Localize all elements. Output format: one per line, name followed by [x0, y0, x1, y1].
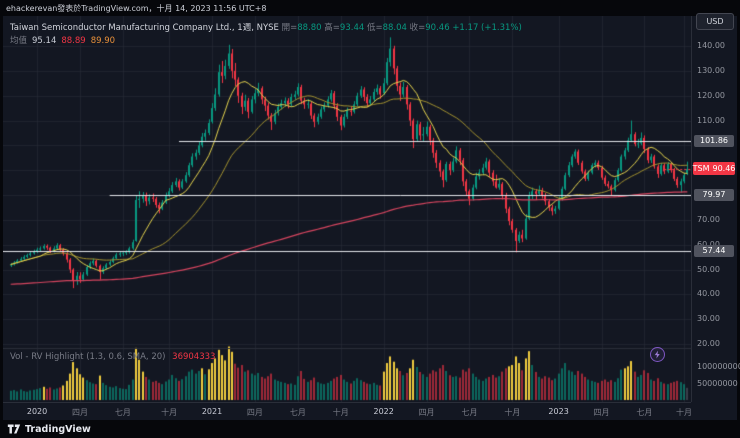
time-tick: 四月 [246, 408, 263, 417]
time-tick: 十月 [676, 408, 693, 417]
last-price-label: TSM 90.46 [692, 162, 736, 176]
ma-value: 88.89 [61, 36, 86, 46]
volume-tick: 100000000 [697, 362, 740, 371]
change-value: +1.17 (+1.31%) [452, 23, 522, 33]
ohlc-value: 88.04 [382, 23, 410, 33]
time-tick: 十月 [332, 408, 349, 417]
attribution-text: ehackerevan發表於TradingView.com，十月 14, 202… [6, 3, 267, 13]
price-tick: 140.00 [697, 41, 725, 51]
ma-legend: 均值 95.14 88.89 89.90 [10, 34, 115, 46]
floating-action-button[interactable] [650, 347, 665, 362]
price-chart-canvas[interactable] [3, 16, 691, 402]
footer-bar: TradingView [0, 420, 740, 438]
ma-value: 89.90 [90, 36, 116, 46]
price-tick: 120.00 [697, 90, 725, 100]
ohlc-value: 90.46 [425, 23, 453, 33]
ohlc-label: 收= [409, 23, 426, 33]
attribution-bar: ehackerevan發表於TradingView.com，十月 14, 202… [0, 0, 740, 16]
ohlc-value: 93.44 [339, 23, 367, 33]
ma-values: 95.14 88.89 89.90 [27, 36, 115, 46]
volume-value: 36904333 [172, 352, 216, 362]
level-price-label: 57.44 [694, 245, 734, 258]
time-axis[interactable]: 2020 四月 七月 十月 2021 四月 七月 十月 2022 四月 七月 十月 2023 四月 七月 十月 [3, 402, 693, 420]
ma-value: 95.14 [32, 36, 57, 46]
time-tick: 十月 [504, 408, 521, 417]
level-price-label: 79.97 [694, 189, 734, 202]
time-tick: 十月 [161, 408, 178, 417]
level-price-label: 101.86 [694, 134, 734, 147]
price-axis[interactable]: TSM 90.46 140.00130.00120.00110.00100.00… [691, 16, 740, 402]
tradingview-logo[interactable] [7, 423, 21, 435]
volume-tick: 50000000 [697, 378, 738, 388]
currency-button[interactable]: USD [696, 13, 734, 30]
price-tick: 30.00 [697, 314, 720, 324]
price-tick: 20.00 [697, 339, 720, 348]
price-tick: 130.00 [697, 65, 725, 75]
time-tick: 七月 [114, 408, 131, 417]
last-price-value: 90.46 [712, 164, 736, 174]
tradingview-wordmark[interactable]: TradingView [25, 423, 91, 435]
chart-panel: Taiwan Semiconductor Manufacturing Compa… [3, 16, 740, 420]
price-tick: 110.00 [697, 115, 725, 125]
symbol-title[interactable]: Taiwan Semiconductor Manufacturing Compa… [10, 23, 279, 33]
chart-legend: Taiwan Semiconductor Manufacturing Compa… [10, 21, 522, 33]
time-tick: 2020 [26, 407, 48, 416]
time-tick: 四月 [71, 408, 88, 417]
time-tick: 七月 [636, 408, 653, 417]
price-tick: 50.00 [697, 264, 720, 274]
lightning-icon [653, 350, 662, 359]
ohlc-label: 高= [324, 23, 340, 33]
ohlc-values: 開=88.80 高=93.44 低=88.04 收=90.46 [282, 23, 453, 33]
ohlc-value: 88.80 [297, 23, 325, 33]
volume-legend: Vol - RV Highlight (1.3, 0.6, SMA, 20) 3… [10, 352, 215, 362]
time-tick: 七月 [461, 408, 478, 417]
volume-legend-label: Vol - RV Highlight (1.3, 0.6, SMA, 20) [10, 352, 166, 362]
time-tick: 2023 [548, 407, 569, 416]
time-tick: 七月 [289, 408, 306, 417]
time-tick: 四月 [593, 408, 610, 417]
price-tick: 60.00 [697, 240, 720, 250]
price-tick: 70.00 [697, 214, 720, 224]
ohlc-label: 低= [366, 23, 383, 33]
time-tick: 2021 [201, 407, 223, 416]
time-tick: 四月 [418, 408, 435, 417]
time-tick: 2022 [373, 407, 394, 416]
price-tick: 40.00 [697, 289, 720, 299]
ohlc-label: 開= [281, 23, 298, 33]
last-price-symbol: TSM [692, 164, 710, 174]
ma-legend-label: 均值 [10, 36, 28, 46]
